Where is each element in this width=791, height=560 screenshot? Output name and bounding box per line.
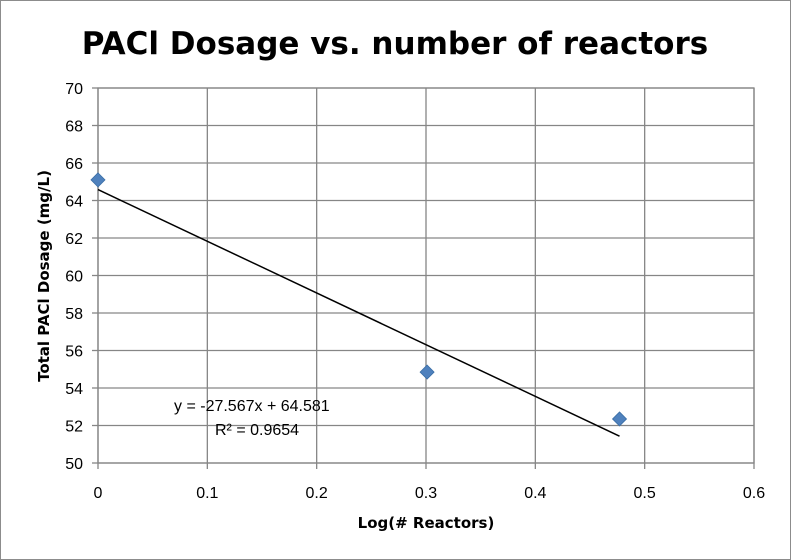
x-tick-label: 0.5: [634, 485, 656, 502]
y-tick-label: 62: [65, 231, 83, 248]
y-tick-label: 56: [65, 344, 83, 361]
y-tick-labels: 50 52 54 56 58 60 62 64 66 68 70: [65, 81, 83, 473]
x-tick-label: 0.1: [196, 485, 218, 502]
x-tick-labels: 0 0.1 0.2 0.3 0.4 0.5 0.6: [94, 485, 766, 502]
y-tick-label: 68: [65, 119, 83, 136]
y-tick-label: 58: [65, 306, 83, 323]
r-squared-label: R² = 0.9654: [215, 422, 299, 439]
data-points: [90, 172, 628, 427]
trendline: [97, 188, 620, 437]
y-tick-label: 54: [65, 381, 83, 398]
trendline-equation: y = -27.567x + 64.581: [174, 398, 330, 415]
data-point-marker: [90, 172, 106, 188]
x-tick-label: 0.2: [306, 485, 328, 502]
data-point-marker: [419, 364, 435, 380]
data-point-marker: [611, 411, 628, 427]
y-tick-label: 52: [65, 419, 83, 436]
x-tick-label: 0.4: [524, 485, 546, 502]
y-tick-label: 50: [65, 456, 83, 473]
y-axis-label: Total PACl Dosage (mg/L): [35, 170, 53, 382]
x-tick-label: 0.6: [743, 485, 765, 502]
plot-area-border: [97, 87, 755, 464]
x-tick-label: 0.3: [415, 485, 437, 502]
chart-title: PACl Dosage vs. number of reactors: [82, 26, 708, 62]
x-tick-label: 0: [94, 485, 103, 502]
x-axis-label: Log(# Reactors): [358, 514, 495, 532]
y-tick-label: 64: [65, 194, 83, 211]
y-tick-label: 60: [65, 269, 83, 286]
y-tick-label: 66: [65, 156, 83, 173]
y-tick-label: 70: [65, 81, 83, 98]
